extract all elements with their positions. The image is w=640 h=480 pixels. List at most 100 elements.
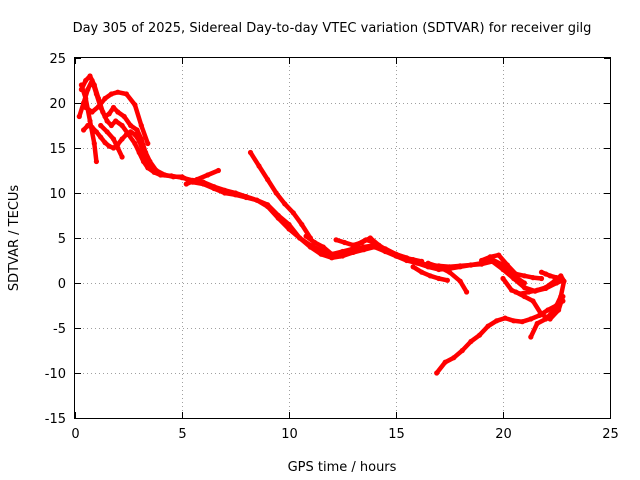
data-point: [132, 131, 138, 138]
data-point: [468, 262, 474, 268]
data-point: [307, 244, 313, 250]
data-point: [558, 277, 564, 283]
data-point: [119, 122, 125, 129]
x-tick-label: 0: [71, 427, 79, 442]
data-point: [538, 275, 545, 282]
data-point: [265, 203, 271, 210]
data-point: [205, 172, 211, 178]
data-point: [119, 154, 125, 160]
data-point: [123, 131, 129, 138]
data-point: [487, 254, 493, 260]
data-point: [115, 89, 121, 95]
data-point: [119, 136, 125, 142]
plot-frame: [74, 57, 611, 419]
data-point: [547, 316, 553, 322]
data-point: [149, 165, 155, 171]
data-point: [222, 187, 228, 193]
data-point: [93, 158, 99, 165]
data-point: [98, 134, 104, 140]
data-point: [393, 251, 399, 257]
x-tick-label: 25: [602, 427, 619, 442]
data-point: [106, 111, 112, 117]
data-point: [168, 173, 174, 179]
data-point: [128, 129, 134, 135]
data-point: [545, 307, 551, 313]
data-point: [138, 122, 144, 129]
x-tick-label: 15: [388, 427, 405, 442]
data-point: [509, 287, 515, 293]
data-point: [350, 242, 356, 248]
data-point: [504, 262, 510, 268]
data-point: [547, 273, 553, 279]
data-point: [410, 257, 416, 263]
y-tick-label: -15: [45, 412, 66, 427]
data-point: [95, 95, 102, 102]
x-tick-label: 10: [281, 427, 298, 442]
data-point: [211, 184, 217, 190]
data-point: [361, 247, 367, 253]
data-point: [140, 149, 147, 156]
data-point: [494, 318, 500, 324]
ticks: 0 5 10 15 20 25 -15 -10 -5 0 5 10 15 20 25: [45, 52, 619, 442]
y-axis-label: SDTVAR / TECUs: [7, 185, 22, 292]
y-tick-label: -10: [45, 367, 66, 382]
data-point: [110, 104, 117, 111]
data-point: [402, 255, 408, 261]
data-point: [528, 316, 534, 322]
data-point: [200, 179, 206, 185]
data-point: [427, 273, 433, 279]
data-point: [104, 129, 110, 135]
data-point: [312, 239, 318, 246]
data-point: [419, 258, 425, 264]
data-point: [247, 149, 254, 156]
data-point: [275, 215, 281, 221]
data-point: [87, 73, 93, 79]
data-point: [81, 127, 87, 133]
data-point: [299, 221, 305, 228]
data-point: [521, 293, 528, 300]
data-point: [446, 269, 453, 275]
data-point: [158, 172, 164, 178]
data-point: [502, 315, 508, 321]
data-point: [521, 280, 528, 286]
data-point: [337, 253, 343, 259]
data-point: [530, 275, 536, 281]
data-point: [329, 251, 335, 257]
data-point: [102, 95, 108, 102]
data-point: [464, 289, 470, 295]
data-point: [273, 190, 279, 196]
data-point: [346, 248, 352, 255]
y-tick-label: 25: [49, 52, 66, 67]
y-tick-label: 20: [49, 97, 66, 112]
data-point: [115, 145, 121, 151]
series-trace-2: [79, 73, 527, 286]
data-point: [372, 244, 378, 250]
data-point: [538, 311, 545, 318]
data-point: [113, 118, 119, 124]
y-tick-label: 5: [58, 232, 66, 247]
data-point: [425, 260, 431, 266]
data-point: [76, 113, 82, 120]
y-tick-label: 15: [49, 142, 66, 157]
data-point: [115, 109, 121, 115]
data-point: [476, 332, 483, 338]
data-point: [215, 167, 221, 174]
data-point: [85, 86, 91, 93]
data-point: [91, 140, 97, 147]
data-point: [290, 210, 296, 216]
data-point: [91, 82, 97, 88]
data-point: [95, 104, 102, 110]
data-point: [179, 175, 185, 181]
data-point: [132, 140, 138, 147]
data-point: [530, 298, 536, 304]
data-point: [384, 248, 390, 254]
data-point: [265, 176, 271, 183]
data-point: [479, 257, 485, 264]
data-point: [543, 271, 549, 277]
data-point: [78, 82, 84, 88]
data-point: [282, 201, 288, 207]
data-point: [183, 181, 189, 187]
data-point: [538, 269, 545, 275]
x-tick-label: 20: [495, 427, 512, 442]
data-point: [434, 370, 440, 376]
